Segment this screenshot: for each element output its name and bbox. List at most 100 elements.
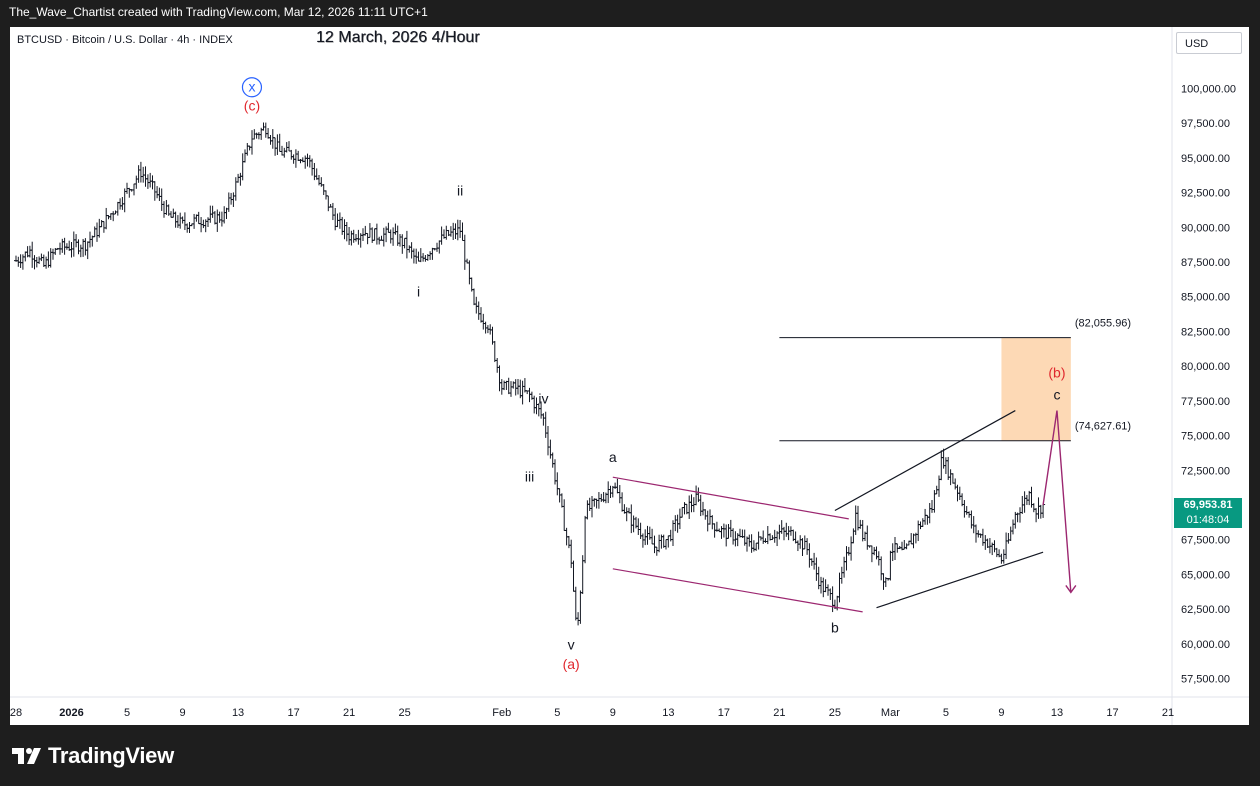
ohlc-bar[interactable]	[428, 251, 433, 260]
ohlc-bar[interactable]	[266, 128, 271, 139]
ohlc-bar[interactable]	[571, 560, 576, 592]
ohlc-bar[interactable]	[222, 206, 227, 224]
ohlc-bar[interactable]	[324, 190, 328, 200]
ohlc-bar[interactable]	[802, 535, 807, 550]
ohlc-bar[interactable]	[520, 380, 525, 405]
ohlc-bar[interactable]	[615, 478, 620, 494]
ohlc-bar[interactable]	[1036, 497, 1041, 519]
ohlc-bar[interactable]	[92, 226, 97, 238]
ohlc-bar[interactable]	[138, 161, 143, 183]
ohlc-bar[interactable]	[247, 145, 252, 151]
ohlc-bar[interactable]	[703, 509, 708, 520]
ohlc-bar[interactable]	[374, 223, 379, 245]
ohlc-bar[interactable]	[314, 168, 319, 180]
ohlc-bar[interactable]	[474, 296, 479, 314]
ohlc-bar[interactable]	[236, 173, 241, 183]
ohlc-bar[interactable]	[178, 212, 183, 229]
ohlc-bar[interactable]	[243, 149, 247, 163]
ohlc-bar[interactable]	[948, 469, 953, 486]
ohlc-bar[interactable]	[296, 150, 301, 162]
ohlc-bar[interactable]	[85, 241, 90, 260]
ohlc-bar[interactable]	[782, 526, 786, 541]
ohlc-bar[interactable]	[814, 557, 819, 581]
ohlc-bar[interactable]	[111, 211, 116, 222]
ohlc-bar[interactable]	[969, 510, 974, 529]
ohlc-bar[interactable]	[657, 534, 662, 553]
ohlc-bar[interactable]	[30, 241, 35, 268]
ohlc-bar[interactable]	[455, 219, 460, 241]
ohlc-bar[interactable]	[962, 500, 967, 518]
ohlc-bar[interactable]	[37, 256, 42, 264]
ohlc-bar[interactable]	[705, 510, 710, 532]
ohlc-bar[interactable]	[786, 526, 791, 541]
ohlc-bar[interactable]	[916, 520, 921, 542]
ohlc-bar[interactable]	[569, 539, 574, 569]
ohlc-bar[interactable]	[157, 187, 162, 201]
ohlc-bar[interactable]	[631, 515, 636, 533]
ohlc-bar[interactable]	[701, 501, 705, 516]
ohlc-bar[interactable]	[763, 538, 768, 543]
ohlc-bar[interactable]	[731, 528, 736, 545]
ohlc-bar[interactable]	[853, 505, 858, 535]
ohlc-bar[interactable]	[502, 380, 507, 391]
ohlc-bar[interactable]	[904, 543, 909, 550]
ohlc-bar[interactable]	[992, 540, 997, 553]
ohlc-bar[interactable]	[298, 158, 303, 164]
ohlc-bar[interactable]	[104, 207, 109, 230]
ohlc-bar[interactable]	[342, 219, 347, 240]
ohlc-bar[interactable]	[937, 475, 941, 497]
ohlc-bar[interactable]	[78, 244, 83, 258]
ohlc-bar[interactable]	[987, 538, 992, 554]
ohlc-bar[interactable]	[398, 233, 402, 247]
ohlc-bar[interactable]	[673, 515, 678, 532]
ohlc-bar[interactable]	[654, 546, 659, 556]
ohlc-bar[interactable]	[187, 221, 192, 233]
ohlc-bar[interactable]	[793, 531, 798, 544]
ohlc-bar[interactable]	[930, 500, 934, 513]
ohlc-bar[interactable]	[957, 486, 962, 501]
ohlc-bar[interactable]	[148, 172, 153, 188]
ohlc-bar[interactable]	[280, 145, 284, 156]
ohlc-bar[interactable]	[418, 248, 423, 263]
ohlc-bar[interactable]	[326, 195, 331, 212]
ohlc-bar[interactable]	[435, 242, 439, 252]
ohlc-bar[interactable]	[828, 588, 833, 600]
ohlc-bar[interactable]	[839, 566, 844, 584]
ohlc-bar[interactable]	[504, 380, 509, 390]
ohlc-bar[interactable]	[479, 307, 483, 323]
ohlc-bar[interactable]	[566, 535, 571, 549]
ohlc-bar[interactable]	[629, 504, 634, 534]
ohlc-bar[interactable]	[275, 134, 280, 155]
ohlc-bar[interactable]	[451, 222, 456, 240]
ohlc-bar[interactable]	[118, 198, 123, 210]
ohlc-bar[interactable]	[925, 514, 930, 525]
ohlc-bar[interactable]	[44, 256, 49, 269]
ohlc-bar[interactable]	[32, 255, 37, 270]
ohlc-bar[interactable]	[550, 452, 555, 468]
ohlc-bar[interactable]	[201, 219, 206, 229]
ohlc-bar[interactable]	[559, 493, 564, 508]
ohlc-bar[interactable]	[747, 534, 752, 547]
ohlc-bar[interactable]	[893, 537, 897, 560]
ohlc-bar[interactable]	[263, 122, 268, 138]
ohlc-bar[interactable]	[136, 165, 141, 183]
ohlc-bar[interactable]	[69, 242, 74, 258]
ohlc-bar[interactable]	[513, 379, 518, 396]
ohlc-bar[interactable]	[481, 313, 486, 330]
ohlc-bar[interactable]	[869, 545, 874, 563]
ohlc-bar[interactable]	[698, 494, 703, 517]
ohlc-bar[interactable]	[159, 188, 164, 211]
ohlc-bar[interactable]	[1011, 519, 1015, 535]
ohlc-bar[interactable]	[546, 426, 550, 456]
ohlc-bar[interactable]	[994, 547, 999, 558]
ohlc-bar[interactable]	[1006, 532, 1011, 544]
ohlc-bar[interactable]	[495, 357, 500, 373]
ohlc-bar[interactable]	[363, 225, 368, 236]
ohlc-bar[interactable]	[231, 192, 236, 207]
price-chart[interactable]: (82,055.96)(74,627.61)x(c)iiiiviiiv(a)ab…	[10, 27, 1249, 725]
ohlc-bar[interactable]	[18, 254, 23, 268]
ohlc-bar[interactable]	[388, 229, 393, 244]
ohlc-bar[interactable]	[640, 533, 645, 548]
ohlc-bar[interactable]	[64, 243, 69, 250]
ohlc-bar[interactable]	[122, 188, 127, 213]
